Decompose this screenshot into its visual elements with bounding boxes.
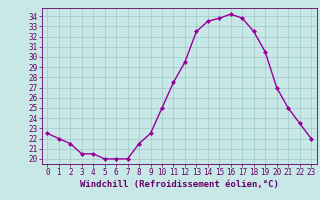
X-axis label: Windchill (Refroidissement éolien,°C): Windchill (Refroidissement éolien,°C)	[80, 180, 279, 189]
